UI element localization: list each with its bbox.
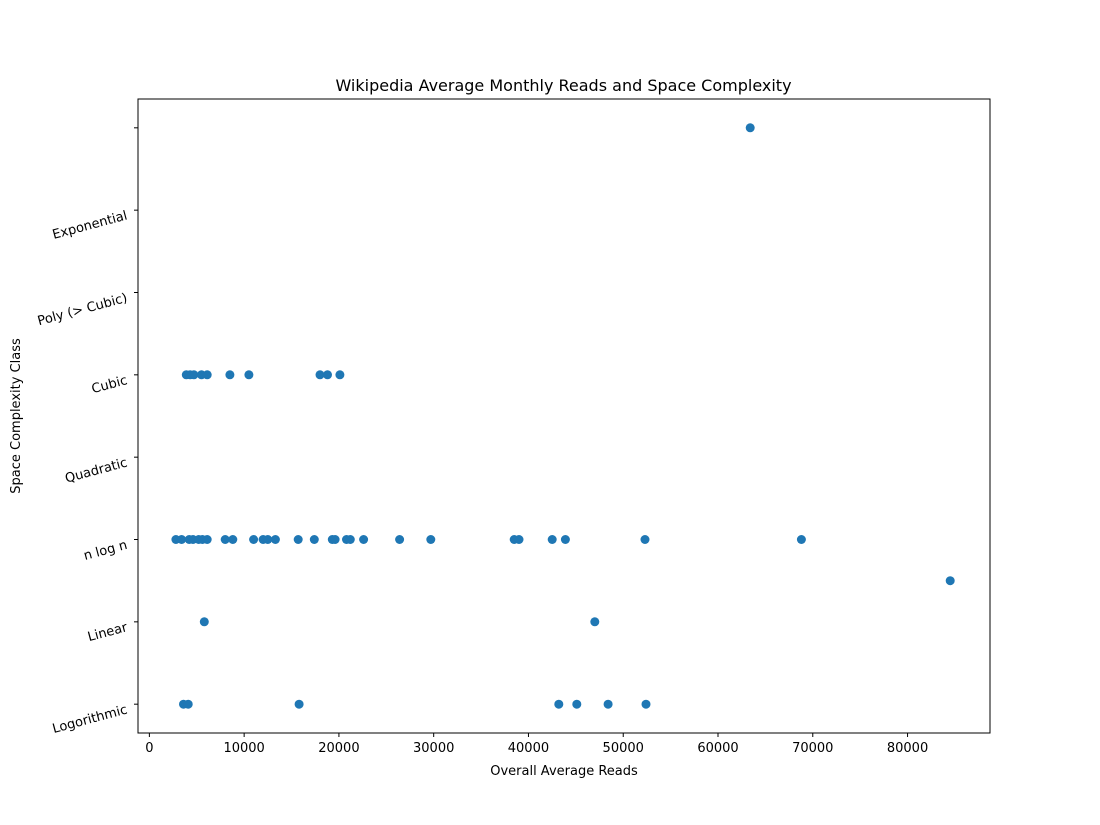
data-point (330, 535, 340, 544)
data-point (225, 370, 235, 380)
data-point (796, 535, 806, 544)
data-point (202, 535, 212, 544)
data-point (572, 699, 582, 709)
data-point (335, 370, 345, 380)
chart-title: Wikipedia Average Monthly Reads and Spac… (335, 76, 791, 95)
y-tick-label: n log n (82, 538, 129, 564)
plot-frame (137, 98, 991, 734)
data-point (426, 535, 436, 544)
data-point (202, 370, 212, 380)
data-point (745, 123, 755, 133)
data-points (171, 123, 955, 709)
data-point (263, 535, 273, 544)
x-tick-label: 50000 (603, 741, 644, 756)
data-point (945, 576, 955, 586)
data-point (315, 370, 325, 380)
data-point (220, 535, 230, 544)
y-tick-label: Quadratic (63, 456, 129, 487)
y-axis-label: Space Complexity Class (9, 338, 24, 494)
x-tick-label: 20000 (318, 741, 359, 756)
data-point (294, 699, 304, 709)
data-point (249, 535, 259, 544)
y-tick-label: Logorithmic (51, 703, 129, 737)
x-tick-label: 80000 (887, 741, 928, 756)
y-tick-label: Exponential (51, 209, 129, 243)
y-tick-label: Cubic (90, 373, 129, 397)
x-axis-ticks: 0 10000 20000 30000 40000 50000 60000 70000 8000… (145, 733, 928, 756)
data-point (244, 370, 254, 380)
data-point (641, 699, 651, 709)
data-point (560, 535, 570, 544)
data-point (309, 535, 319, 544)
data-point (547, 535, 557, 544)
y-axis-ticks: Logorithmic Linear n log n Quadratic Cubic Po… (36, 127, 138, 737)
data-point (228, 535, 238, 544)
data-point (640, 535, 650, 544)
x-tick-label: 10000 (223, 741, 264, 756)
x-tick-label: 40000 (508, 741, 549, 756)
y-tick-label: Linear (86, 620, 130, 645)
x-axis-label: Overall Average Reads (490, 764, 638, 779)
data-point (590, 617, 600, 627)
data-point (359, 535, 369, 544)
data-point (183, 699, 193, 709)
data-point (199, 617, 209, 627)
data-point (345, 535, 355, 544)
data-point (603, 699, 613, 709)
data-point (177, 535, 187, 544)
data-point (293, 535, 303, 544)
data-point (189, 370, 199, 380)
x-tick-label: 0 (145, 741, 153, 756)
x-tick-label: 60000 (697, 741, 738, 756)
data-point (554, 699, 564, 709)
y-tick-label: Poly (> Cubic) (36, 291, 129, 329)
data-point (395, 535, 405, 544)
x-tick-label: 30000 (413, 741, 454, 756)
data-point (323, 370, 332, 380)
data-point (270, 535, 280, 544)
x-tick-label: 70000 (792, 741, 833, 756)
data-point (514, 535, 524, 544)
